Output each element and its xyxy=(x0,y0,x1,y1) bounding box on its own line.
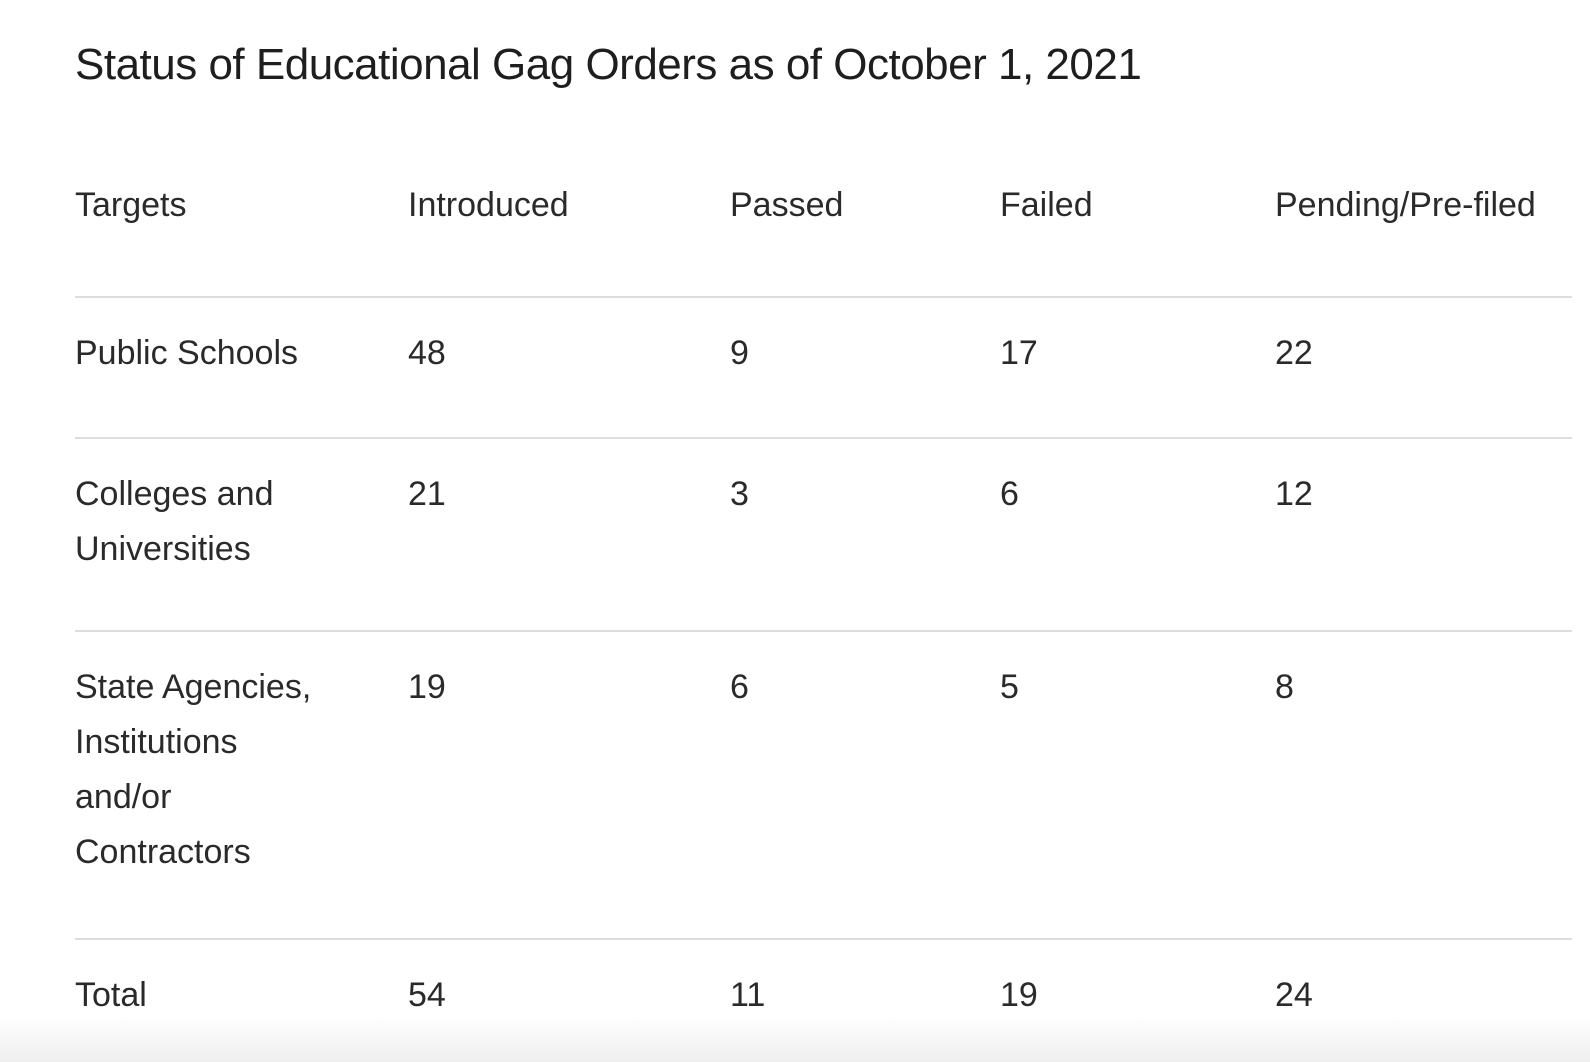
table-row-state-agencies: State Agencies, Institutions and/or Cont… xyxy=(75,630,1572,938)
cell-total-failed: 19 xyxy=(1000,976,1038,1014)
cell-pending: 12 xyxy=(1275,475,1313,513)
cell-total-pending: 24 xyxy=(1275,976,1313,1014)
cell-failed: 6 xyxy=(1000,475,1019,513)
column-header-targets: Targets xyxy=(75,186,187,224)
table-row-public-schools: Public Schools 48 9 17 22 xyxy=(75,296,1572,437)
page-title: Status of Educational Gag Orders as of O… xyxy=(75,40,1142,89)
cell-total-introduced: 54 xyxy=(408,976,446,1014)
cell-pending: 8 xyxy=(1275,668,1294,706)
column-header-passed: Passed xyxy=(730,186,844,224)
cell-introduced: 21 xyxy=(408,475,446,513)
cell-passed: 3 xyxy=(730,475,749,513)
cell-pending: 22 xyxy=(1275,334,1313,372)
cell-introduced: 48 xyxy=(408,334,446,372)
cell-failed: 17 xyxy=(1000,334,1038,372)
cell-passed: 9 xyxy=(730,334,749,372)
column-header-pending: Pending/Pre-filed xyxy=(1275,186,1536,224)
cell-introduced: 19 xyxy=(408,668,446,706)
table-header-row: Targets Introduced Passed Failed Pending… xyxy=(75,186,1572,296)
row-label-public-schools: Public Schools xyxy=(75,334,299,372)
cell-failed: 5 xyxy=(1000,668,1019,706)
row-label-total: Total xyxy=(75,976,147,1014)
cell-total-passed: 11 xyxy=(730,976,766,1014)
gag-orders-page: Status of Educational Gag Orders as of O… xyxy=(75,0,1572,1023)
column-header-introduced: Introduced xyxy=(408,186,569,224)
gag-orders-table: Targets Introduced Passed Failed Pending… xyxy=(75,186,1572,1023)
cell-passed: 6 xyxy=(730,668,749,706)
row-label-colleges-universities: Colleges and Universities xyxy=(75,475,274,568)
table-row-colleges-universities: Colleges and Universities 21 3 6 12 xyxy=(75,437,1572,630)
column-header-failed: Failed xyxy=(1000,186,1093,224)
row-label-state-agencies: State Agencies, Institutions and/or Cont… xyxy=(75,668,312,871)
table-row-total: Total 54 11 19 24 xyxy=(75,938,1572,1023)
